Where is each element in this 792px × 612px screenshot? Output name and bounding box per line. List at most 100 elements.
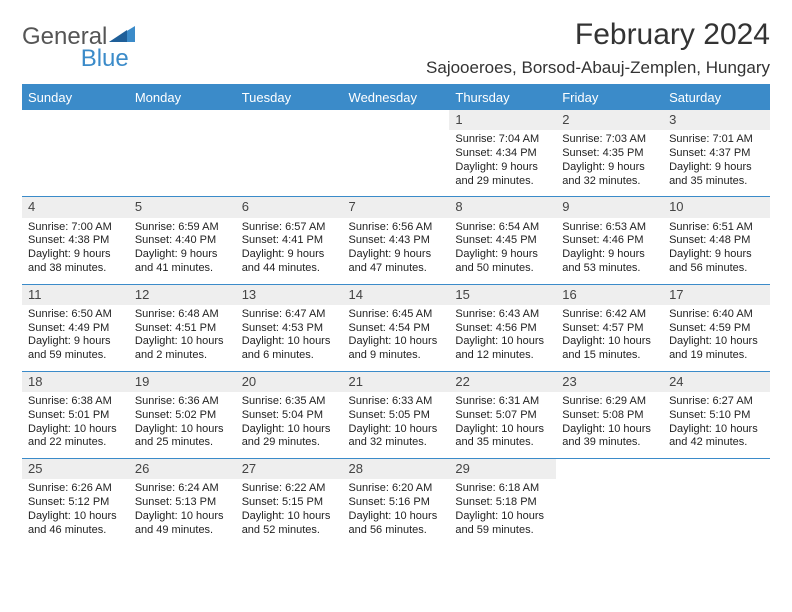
day-number: 14 bbox=[343, 285, 450, 305]
sunrise-line: Sunrise: 6:54 AM bbox=[455, 221, 550, 235]
sunrise-line: Sunrise: 7:03 AM bbox=[562, 133, 657, 147]
sunset-line: Sunset: 5:12 PM bbox=[28, 496, 123, 510]
sunset-line: Sunset: 4:59 PM bbox=[669, 322, 764, 336]
day-number: 10 bbox=[663, 197, 770, 217]
sunrise-line: Sunrise: 7:04 AM bbox=[455, 133, 550, 147]
sunset-line: Sunset: 4:57 PM bbox=[562, 322, 657, 336]
day-header: Monday bbox=[129, 86, 236, 110]
daylight-line: Daylight: 10 hours and 49 minutes. bbox=[135, 510, 230, 538]
day-cell: Sunrise: 6:20 AMSunset: 5:16 PMDaylight:… bbox=[343, 479, 450, 545]
day-number: 1 bbox=[449, 110, 556, 130]
day-cell: Sunrise: 6:43 AMSunset: 4:56 PMDaylight:… bbox=[449, 305, 556, 371]
day-cell: Sunrise: 6:45 AMSunset: 4:54 PMDaylight:… bbox=[343, 305, 450, 371]
day-number: 16 bbox=[556, 285, 663, 305]
week-content-row: Sunrise: 7:04 AMSunset: 4:34 PMDaylight:… bbox=[22, 130, 770, 197]
day-cell: Sunrise: 6:38 AMSunset: 5:01 PMDaylight:… bbox=[22, 392, 129, 458]
calendar-head: SundayMondayTuesdayWednesdayThursdayFrid… bbox=[22, 86, 770, 110]
week-number-row: 18192021222324 bbox=[22, 371, 770, 392]
sunset-line: Sunset: 4:40 PM bbox=[135, 234, 230, 248]
sunset-line: Sunset: 5:10 PM bbox=[669, 409, 764, 423]
sunrise-line: Sunrise: 6:38 AM bbox=[28, 395, 123, 409]
sunrise-line: Sunrise: 6:33 AM bbox=[349, 395, 444, 409]
sunset-line: Sunset: 4:45 PM bbox=[455, 234, 550, 248]
sunrise-line: Sunrise: 6:47 AM bbox=[242, 308, 337, 322]
day-header: Sunday bbox=[22, 86, 129, 110]
day-number: 25 bbox=[22, 459, 129, 479]
day-number: 18 bbox=[22, 372, 129, 392]
sunset-line: Sunset: 4:48 PM bbox=[669, 234, 764, 248]
day-number: 19 bbox=[129, 372, 236, 392]
day-number: 12 bbox=[129, 285, 236, 305]
sunset-line: Sunset: 4:51 PM bbox=[135, 322, 230, 336]
sunrise-line: Sunrise: 6:20 AM bbox=[349, 482, 444, 496]
week-number-row: 2526272829 bbox=[22, 459, 770, 480]
daylight-line: Daylight: 10 hours and 29 minutes. bbox=[242, 423, 337, 451]
day-cell: Sunrise: 6:40 AMSunset: 4:59 PMDaylight:… bbox=[663, 305, 770, 371]
day-cell: Sunrise: 6:33 AMSunset: 5:05 PMDaylight:… bbox=[343, 392, 450, 458]
sunrise-line: Sunrise: 6:57 AM bbox=[242, 221, 337, 235]
day-cell: Sunrise: 6:48 AMSunset: 4:51 PMDaylight:… bbox=[129, 305, 236, 371]
brand-word-2: Blue bbox=[81, 45, 129, 72]
day-number: 22 bbox=[449, 372, 556, 392]
daylight-line: Daylight: 10 hours and 12 minutes. bbox=[455, 335, 550, 363]
day-cell: Sunrise: 6:24 AMSunset: 5:13 PMDaylight:… bbox=[129, 479, 236, 545]
day-number: 29 bbox=[449, 459, 556, 479]
day-number: 3 bbox=[663, 110, 770, 130]
week-content-row: Sunrise: 6:38 AMSunset: 5:01 PMDaylight:… bbox=[22, 392, 770, 459]
sunrise-line: Sunrise: 6:56 AM bbox=[349, 221, 444, 235]
daylight-line: Daylight: 10 hours and 46 minutes. bbox=[28, 510, 123, 538]
sunset-line: Sunset: 5:15 PM bbox=[242, 496, 337, 510]
sunset-line: Sunset: 5:07 PM bbox=[455, 409, 550, 423]
sunset-line: Sunset: 5:02 PM bbox=[135, 409, 230, 423]
day-number: 8 bbox=[449, 197, 556, 217]
sunrise-line: Sunrise: 6:22 AM bbox=[242, 482, 337, 496]
week-number-row: 11121314151617 bbox=[22, 284, 770, 305]
day-cell: Sunrise: 6:27 AMSunset: 5:10 PMDaylight:… bbox=[663, 392, 770, 458]
daylight-line: Daylight: 9 hours and 50 minutes. bbox=[455, 248, 550, 276]
day-number: 23 bbox=[556, 372, 663, 392]
daylight-line: Daylight: 9 hours and 41 minutes. bbox=[135, 248, 230, 276]
daylight-line: Daylight: 10 hours and 35 minutes. bbox=[455, 423, 550, 451]
sunset-line: Sunset: 4:53 PM bbox=[242, 322, 337, 336]
day-number: 11 bbox=[22, 285, 129, 305]
day-cell: Sunrise: 6:42 AMSunset: 4:57 PMDaylight:… bbox=[556, 305, 663, 371]
sunrise-line: Sunrise: 6:45 AM bbox=[349, 308, 444, 322]
daylight-line: Daylight: 10 hours and 59 minutes. bbox=[455, 510, 550, 538]
day-number: 20 bbox=[236, 372, 343, 392]
sunset-line: Sunset: 4:34 PM bbox=[455, 147, 550, 161]
brand-logo: General GeneBlue bbox=[22, 18, 137, 71]
sunrise-line: Sunrise: 6:35 AM bbox=[242, 395, 337, 409]
day-cell: Sunrise: 6:31 AMSunset: 5:07 PMDaylight:… bbox=[449, 392, 556, 458]
sunset-line: Sunset: 5:18 PM bbox=[455, 496, 550, 510]
sunset-line: Sunset: 4:38 PM bbox=[28, 234, 123, 248]
day-number: 26 bbox=[129, 459, 236, 479]
daylight-line: Daylight: 9 hours and 56 minutes. bbox=[669, 248, 764, 276]
sunrise-line: Sunrise: 6:59 AM bbox=[135, 221, 230, 235]
daylight-line: Daylight: 9 hours and 53 minutes. bbox=[562, 248, 657, 276]
day-cell: Sunrise: 6:54 AMSunset: 4:45 PMDaylight:… bbox=[449, 218, 556, 284]
sunrise-line: Sunrise: 6:48 AM bbox=[135, 308, 230, 322]
week-content-row: Sunrise: 7:00 AMSunset: 4:38 PMDaylight:… bbox=[22, 218, 770, 285]
day-header: Wednesday bbox=[343, 86, 450, 110]
day-cell: Sunrise: 7:00 AMSunset: 4:38 PMDaylight:… bbox=[22, 218, 129, 284]
sunrise-line: Sunrise: 7:01 AM bbox=[669, 133, 764, 147]
day-number: 13 bbox=[236, 285, 343, 305]
day-cell: Sunrise: 6:26 AMSunset: 5:12 PMDaylight:… bbox=[22, 479, 129, 545]
daylight-line: Daylight: 10 hours and 15 minutes. bbox=[562, 335, 657, 363]
day-cell: Sunrise: 7:04 AMSunset: 4:34 PMDaylight:… bbox=[449, 130, 556, 196]
sunrise-line: Sunrise: 6:53 AM bbox=[562, 221, 657, 235]
day-number: 2 bbox=[556, 110, 663, 130]
week-number-row: 123 bbox=[22, 110, 770, 131]
day-cell: Sunrise: 6:36 AMSunset: 5:02 PMDaylight:… bbox=[129, 392, 236, 458]
day-number: 21 bbox=[343, 372, 450, 392]
daylight-line: Daylight: 10 hours and 9 minutes. bbox=[349, 335, 444, 363]
title-block: February 2024 Sajooeroes, Borsod-Abauj-Z… bbox=[426, 18, 770, 78]
day-number: 6 bbox=[236, 197, 343, 217]
daylight-line: Daylight: 9 hours and 29 minutes. bbox=[455, 161, 550, 189]
week-content-row: Sunrise: 6:50 AMSunset: 4:49 PMDaylight:… bbox=[22, 305, 770, 372]
day-header: Saturday bbox=[663, 86, 770, 110]
sunset-line: Sunset: 4:54 PM bbox=[349, 322, 444, 336]
daylight-line: Daylight: 9 hours and 59 minutes. bbox=[28, 335, 123, 363]
day-header: Tuesday bbox=[236, 86, 343, 110]
daylight-line: Daylight: 10 hours and 25 minutes. bbox=[135, 423, 230, 451]
